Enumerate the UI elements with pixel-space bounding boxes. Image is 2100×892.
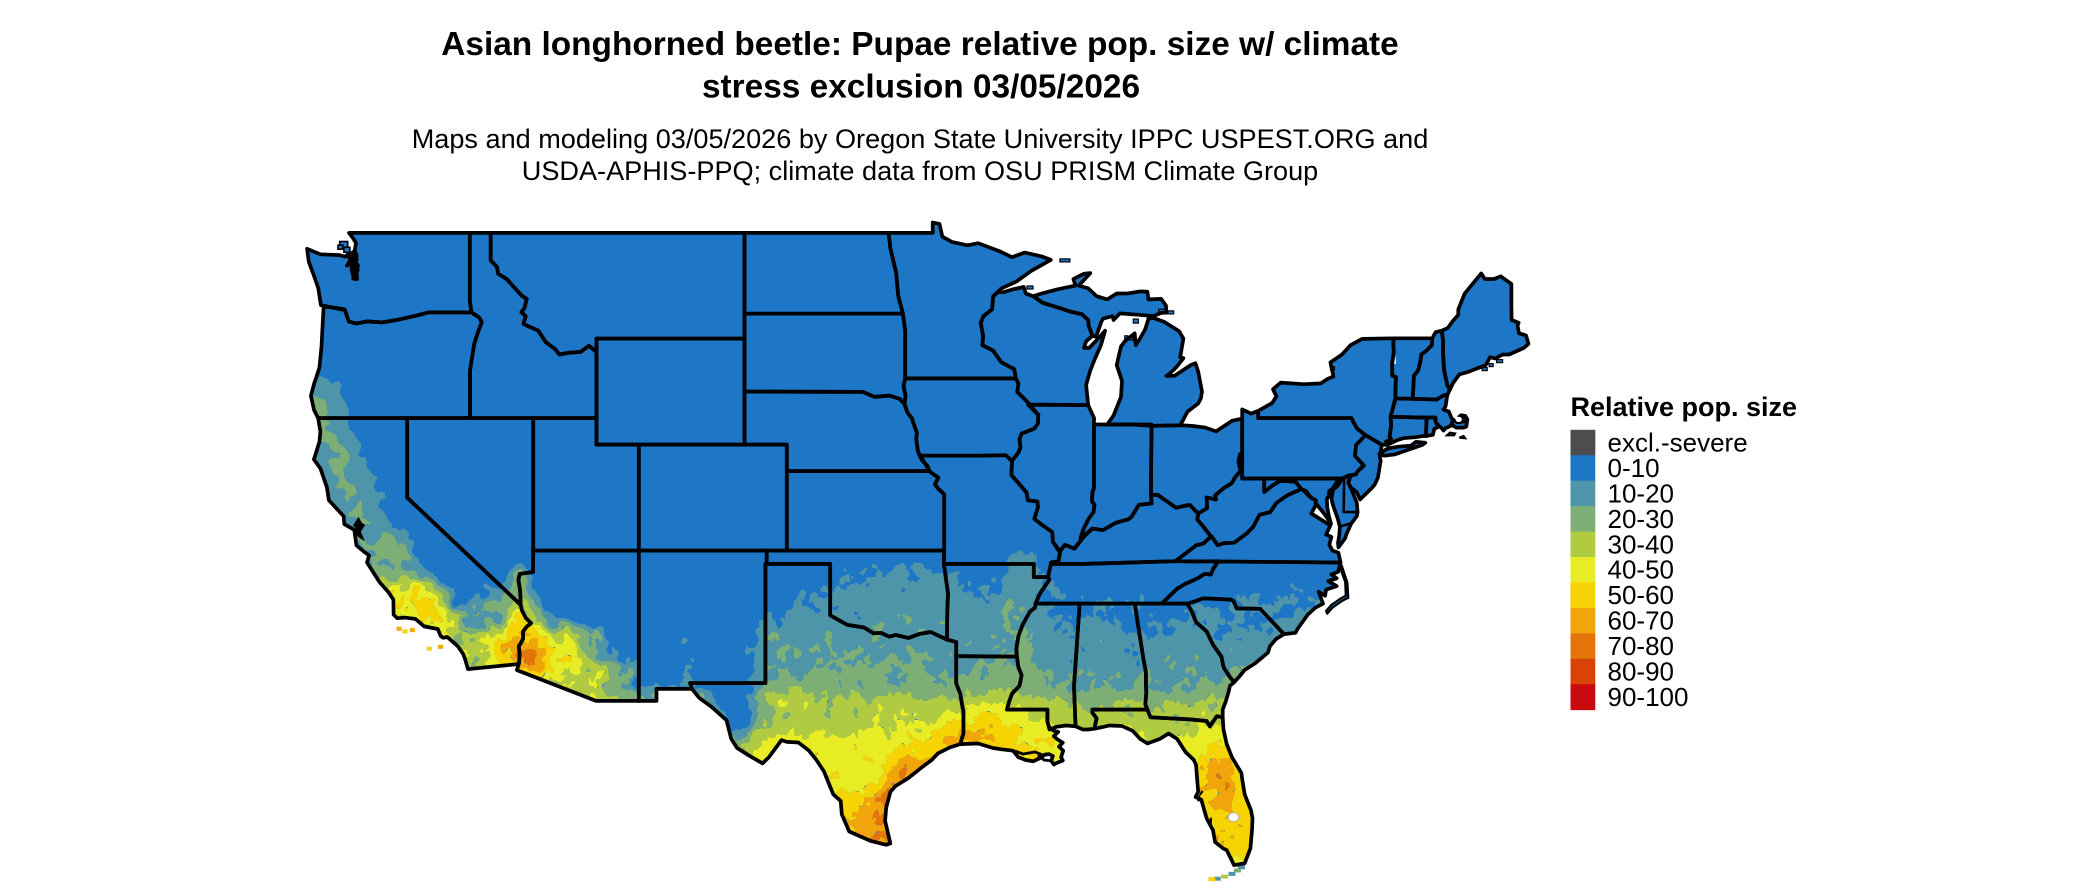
svg-text:30-40: 30-40 — [1608, 529, 1675, 559]
svg-text:20-30: 20-30 — [1608, 504, 1675, 534]
svg-text:Relative pop. size: Relative pop. size — [1571, 392, 1798, 422]
svg-text:excl.-severe: excl.-severe — [1608, 428, 1748, 458]
svg-text:USDA-APHIS-PPQ; climate data f: USDA-APHIS-PPQ; climate data from OSU PR… — [522, 155, 1318, 186]
svg-text:80-90: 80-90 — [1608, 657, 1675, 687]
svg-text:40-50: 40-50 — [1608, 555, 1675, 585]
svg-text:stress exclusion 03/05/2026: stress exclusion 03/05/2026 — [702, 69, 1140, 106]
svg-text:60-70: 60-70 — [1608, 606, 1675, 636]
svg-text:Asian longhorned beetle: Pupae: Asian longhorned beetle: Pupae relative … — [441, 26, 1398, 63]
svg-text:Maps and modeling 03/05/2026 b: Maps and modeling 03/05/2026 by Oregon S… — [412, 123, 1429, 154]
svg-text:0-10: 0-10 — [1608, 453, 1660, 483]
svg-text:90-100: 90-100 — [1608, 682, 1689, 712]
svg-text:10-20: 10-20 — [1608, 478, 1675, 508]
svg-text:70-80: 70-80 — [1608, 631, 1675, 661]
svg-text:50-60: 50-60 — [1608, 580, 1675, 610]
